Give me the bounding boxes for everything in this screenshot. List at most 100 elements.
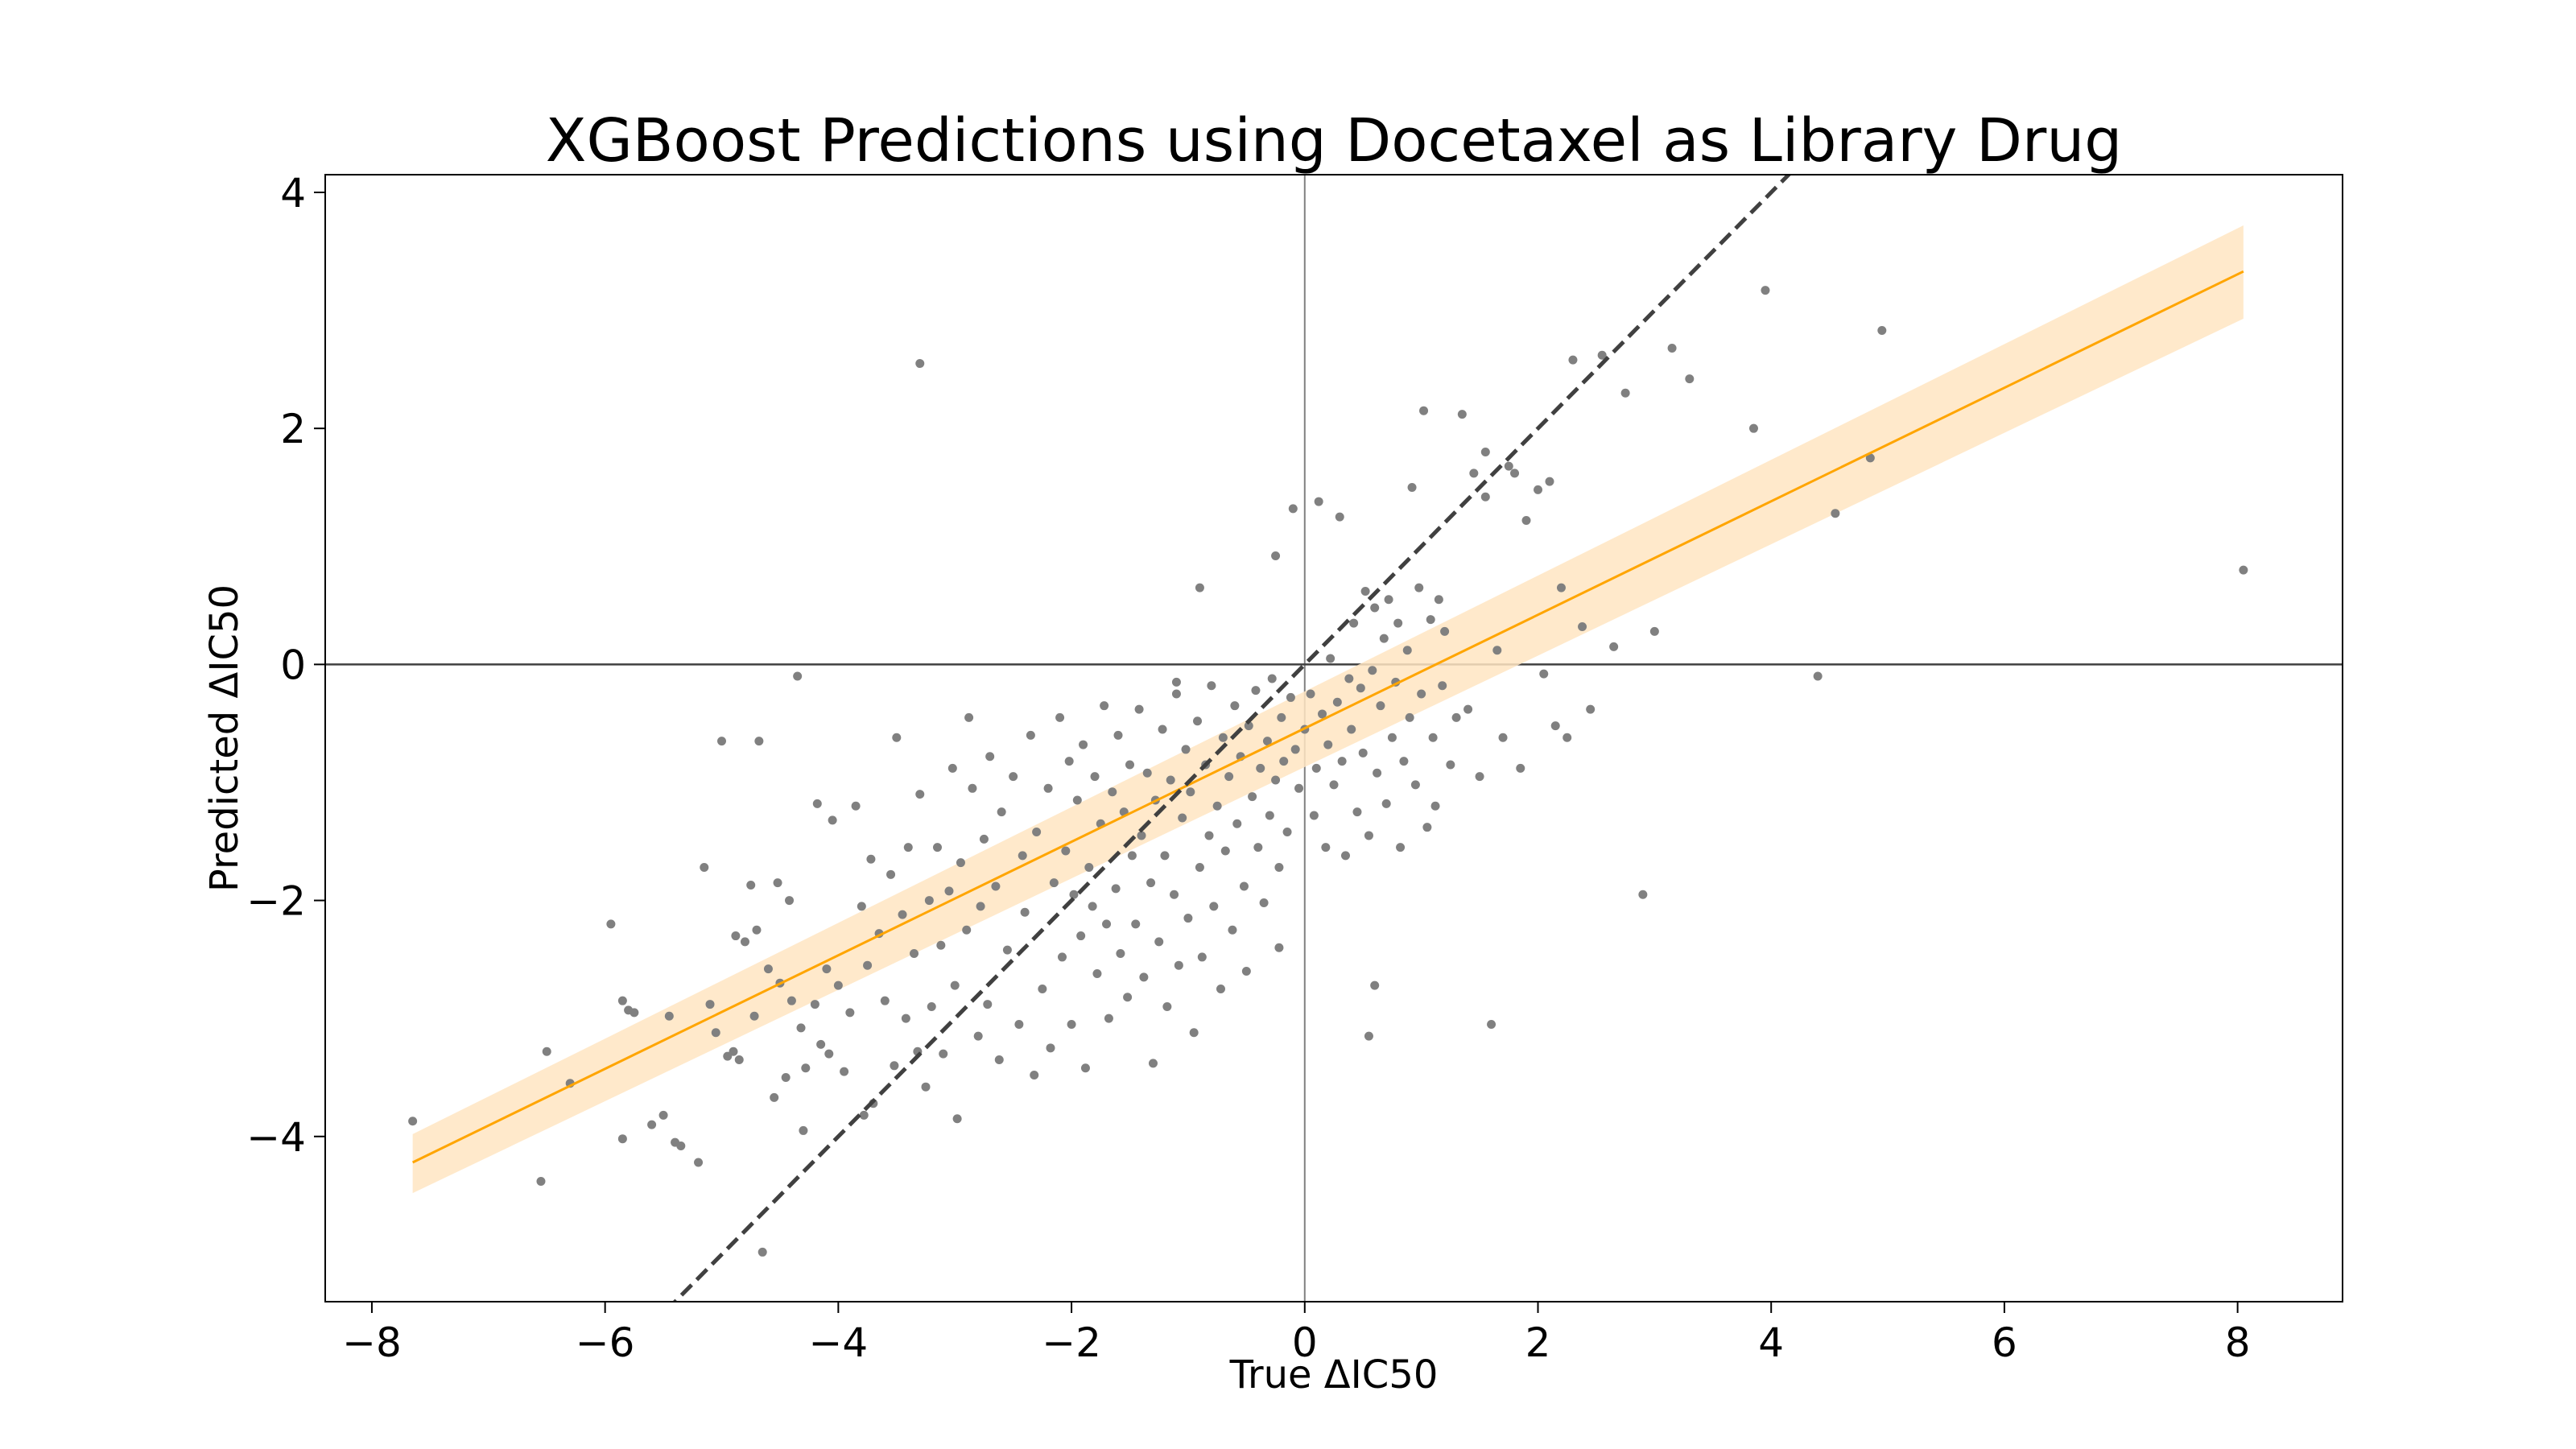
data-point: [1288, 504, 1298, 514]
data-point: [1174, 960, 1183, 970]
data-point: [892, 733, 902, 742]
x-tick-label: 6: [1992, 1319, 2017, 1366]
data-point: [985, 752, 995, 762]
data-point: [1516, 763, 1525, 773]
data-point: [901, 1013, 910, 1023]
data-point: [1181, 745, 1191, 754]
data-point: [1061, 846, 1071, 856]
data-point: [973, 1031, 983, 1041]
data-point: [749, 1011, 759, 1021]
data-point: [1379, 634, 1389, 643]
data-point: [1057, 952, 1067, 962]
data-point: [1417, 689, 1426, 699]
confidence-band: [412, 225, 2244, 1194]
data-point: [1248, 792, 1257, 802]
data-point: [1020, 907, 1030, 917]
data-point: [1228, 925, 1237, 935]
data-point: [1358, 748, 1368, 758]
data-point: [1469, 469, 1479, 478]
data-point: [1232, 819, 1242, 828]
data-point: [1556, 583, 1566, 592]
y-tick-label: 0: [280, 642, 306, 688]
plot-frame: [324, 174, 2343, 1302]
data-point: [1430, 801, 1440, 811]
data-point: [1026, 730, 1035, 740]
data-point: [1356, 683, 1365, 693]
data-point: [1318, 709, 1327, 719]
data-point: [979, 834, 989, 844]
data-point: [983, 1000, 993, 1009]
data-point: [1487, 1019, 1496, 1029]
data-point: [1457, 410, 1467, 419]
data-point: [1446, 760, 1455, 770]
data-point: [1393, 618, 1403, 628]
plot-area: [325, 175, 2343, 1302]
y-tick-label: 2: [280, 406, 306, 452]
x-tick-label: −2: [1042, 1319, 1101, 1366]
data-point: [968, 783, 977, 793]
data-point: [947, 763, 957, 773]
data-point: [997, 807, 1006, 817]
data-point: [1877, 326, 1887, 336]
data-point: [785, 896, 795, 906]
data-point: [746, 881, 756, 890]
data-point: [1171, 677, 1181, 687]
data-point: [758, 1247, 767, 1257]
data-point: [729, 1046, 738, 1056]
data-point: [1014, 1019, 1024, 1029]
data-point: [915, 790, 925, 799]
data-point: [1218, 733, 1228, 742]
data-point: [1160, 851, 1170, 861]
regression-line: [411, 270, 2244, 1164]
data-point: [1111, 884, 1121, 894]
data-point: [1088, 902, 1097, 911]
data-point: [1170, 890, 1179, 899]
data-point: [1123, 993, 1133, 1002]
data-point: [810, 1000, 819, 1009]
data-point: [408, 1117, 418, 1126]
data-point: [833, 980, 843, 990]
data-point: [1154, 937, 1164, 947]
data-point: [1104, 1013, 1113, 1023]
data-point: [1407, 482, 1417, 492]
data-point: [658, 1110, 668, 1120]
data-point: [1197, 952, 1207, 962]
x-tick-label: 8: [2225, 1319, 2251, 1366]
data-point: [796, 1023, 806, 1033]
data-point: [1340, 851, 1350, 861]
data-point: [1064, 757, 1074, 766]
data-point: [1685, 374, 1695, 384]
data-point: [1294, 783, 1304, 793]
data-point: [859, 1110, 869, 1120]
data-point: [1434, 595, 1443, 605]
data-point: [1649, 626, 1659, 636]
data-point: [676, 1141, 686, 1150]
data-point: [1335, 512, 1344, 522]
data-point: [936, 940, 946, 950]
data-point: [816, 1039, 826, 1049]
data-point: [754, 737, 764, 746]
data-point: [828, 815, 837, 825]
data-point: [1230, 701, 1240, 711]
data-point: [1131, 919, 1141, 929]
data-point: [822, 964, 832, 974]
data-point: [1337, 757, 1347, 766]
data-point: [1498, 733, 1508, 742]
data-point: [1084, 863, 1094, 873]
data-point: [927, 1002, 936, 1012]
data-point: [1597, 350, 1607, 360]
data-point: [1813, 671, 1823, 681]
data-point: [1323, 740, 1333, 749]
data-point: [944, 886, 954, 896]
data-point: [1253, 843, 1263, 852]
data-point: [1166, 775, 1175, 785]
data-point: [1586, 704, 1596, 714]
data-point: [694, 1158, 704, 1167]
data-point: [851, 801, 861, 811]
data-point: [763, 964, 773, 974]
data-point: [1125, 760, 1135, 770]
data-point: [1279, 757, 1289, 766]
data-point: [1831, 509, 1840, 518]
data-point: [1321, 843, 1331, 852]
x-tick-label: −4: [809, 1319, 869, 1366]
